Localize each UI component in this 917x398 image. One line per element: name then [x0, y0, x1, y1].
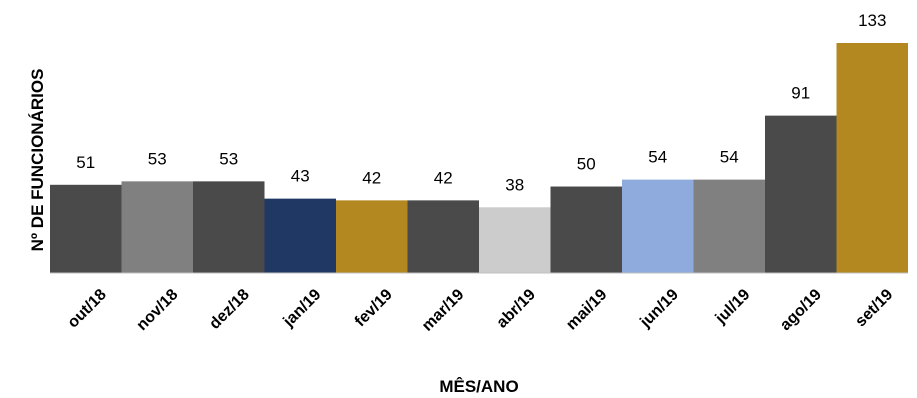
- bar-fev-19: [336, 200, 408, 273]
- value-label-nov-18: 53: [148, 149, 167, 168]
- value-labels-group: 51 53 53 43 42 42 38 50 54 54 91 133: [76, 11, 886, 194]
- value-label-mai-19: 50: [577, 155, 596, 174]
- bar-set-19: [836, 43, 908, 273]
- bar-out-18: [50, 184, 122, 273]
- value-label-mar-19: 42: [434, 168, 453, 187]
- x-tick-label-set-19: set/19: [852, 286, 896, 330]
- bar-mar-19: [407, 200, 479, 273]
- x-tick-label-mar-19: mar/19: [419, 286, 468, 335]
- x-tick-label-jul-19: jul/19: [712, 286, 754, 328]
- bar-abr-19: [479, 207, 551, 273]
- bar-dez-18: [193, 181, 265, 273]
- y-axis-title: Nº DE FUNCIONÁRIOS: [28, 69, 47, 252]
- bar-mai-19: [550, 186, 622, 273]
- value-label-dez-18: 53: [219, 149, 238, 168]
- bar-jun-19: [622, 179, 694, 273]
- x-tick-label-jun-19: jun/19: [637, 286, 682, 331]
- x-tick-label-mai-19: mai/19: [563, 286, 610, 333]
- x-tick-label-nov-18: nov/18: [134, 286, 182, 334]
- value-label-jun-19: 54: [648, 148, 667, 167]
- value-label-set-19: 133: [858, 11, 886, 30]
- bar-jan-19: [264, 198, 336, 273]
- value-label-ago-19: 91: [791, 84, 810, 103]
- x-tick-label-abr-19: abr/19: [494, 286, 539, 331]
- x-axis-title: MÊS/ANO: [439, 377, 518, 396]
- bars-group: [50, 43, 908, 273]
- bar-nov-18: [121, 181, 193, 273]
- value-label-out-18: 51: [76, 153, 95, 172]
- x-tick-label-dez-18: dez/18: [206, 286, 253, 333]
- bar-jul-19: [693, 179, 765, 273]
- value-label-fev-19: 42: [362, 168, 381, 187]
- value-label-abr-19: 38: [505, 175, 524, 194]
- x-tick-label-jan-19: jan/19: [280, 286, 325, 331]
- x-tick-label-out-18: out/18: [65, 286, 110, 331]
- x-tick-label-ago-19: ago/19: [777, 286, 825, 334]
- bar-ago-19: [765, 115, 837, 273]
- value-label-jan-19: 43: [291, 167, 310, 186]
- value-label-jul-19: 54: [720, 148, 739, 167]
- x-tick-labels-group: out/18 nov/18 dez/18 jan/19 fev/19 mar/19 abr/…: [65, 286, 897, 335]
- x-tick-label-fev-19: fev/19: [352, 286, 396, 330]
